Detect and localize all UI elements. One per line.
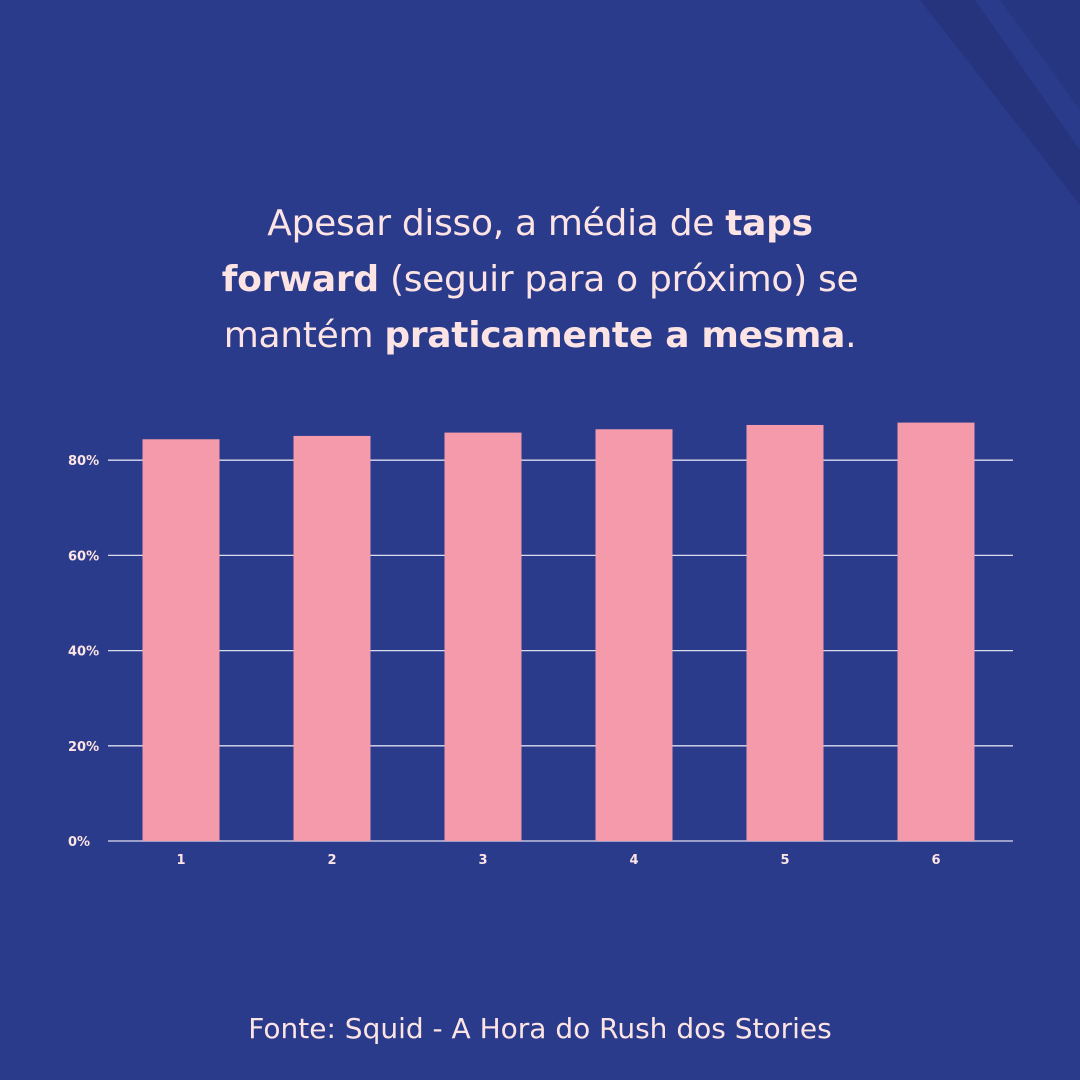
headline-text: Apesar disso, a média de — [267, 203, 726, 244]
bar — [746, 424, 824, 841]
bars — [142, 422, 975, 841]
bar — [444, 432, 522, 841]
headline-line-2: forward (seguir para o próximo) se — [100, 252, 980, 308]
x-tick-label: 2 — [327, 853, 336, 868]
y-axis-labels: 0% 20% 40% 60% 80% — [68, 454, 99, 850]
x-tick-label: 5 — [780, 853, 789, 868]
y-tick-label: 60% — [68, 549, 99, 564]
y-tick-label: 20% — [68, 740, 99, 755]
headline-emphasis: praticamente a mesma — [384, 315, 846, 356]
headline-emphasis: taps — [725, 203, 813, 244]
x-tick-label: 4 — [629, 853, 638, 868]
bar — [897, 422, 975, 841]
y-tick-label: 0% — [68, 835, 90, 850]
headline-text: . — [845, 315, 857, 356]
headline-emphasis: forward — [221, 259, 379, 300]
headline-line-1: Apesar disso, a média de taps — [100, 196, 980, 252]
bar — [293, 435, 371, 841]
x-tick-label: 6 — [931, 853, 940, 868]
headline: Apesar disso, a média de taps forward (s… — [100, 196, 980, 364]
x-axis-labels: 1 2 3 4 5 6 — [176, 853, 940, 868]
headline-text: (seguir para o próximo) se — [378, 259, 859, 300]
source-note: Fonte: Squid - A Hora do Rush dos Storie… — [248, 1012, 832, 1045]
bar — [595, 429, 673, 841]
bar — [142, 439, 220, 841]
headline-line-3: mantém praticamente a mesma. — [100, 308, 980, 364]
headline-text: mantém — [223, 315, 385, 356]
x-tick-label: 1 — [176, 853, 185, 868]
y-tick-label: 80% — [68, 454, 99, 469]
x-tick-label: 3 — [478, 853, 487, 868]
gridlines — [108, 459, 1013, 842]
y-tick-label: 40% — [68, 645, 99, 660]
